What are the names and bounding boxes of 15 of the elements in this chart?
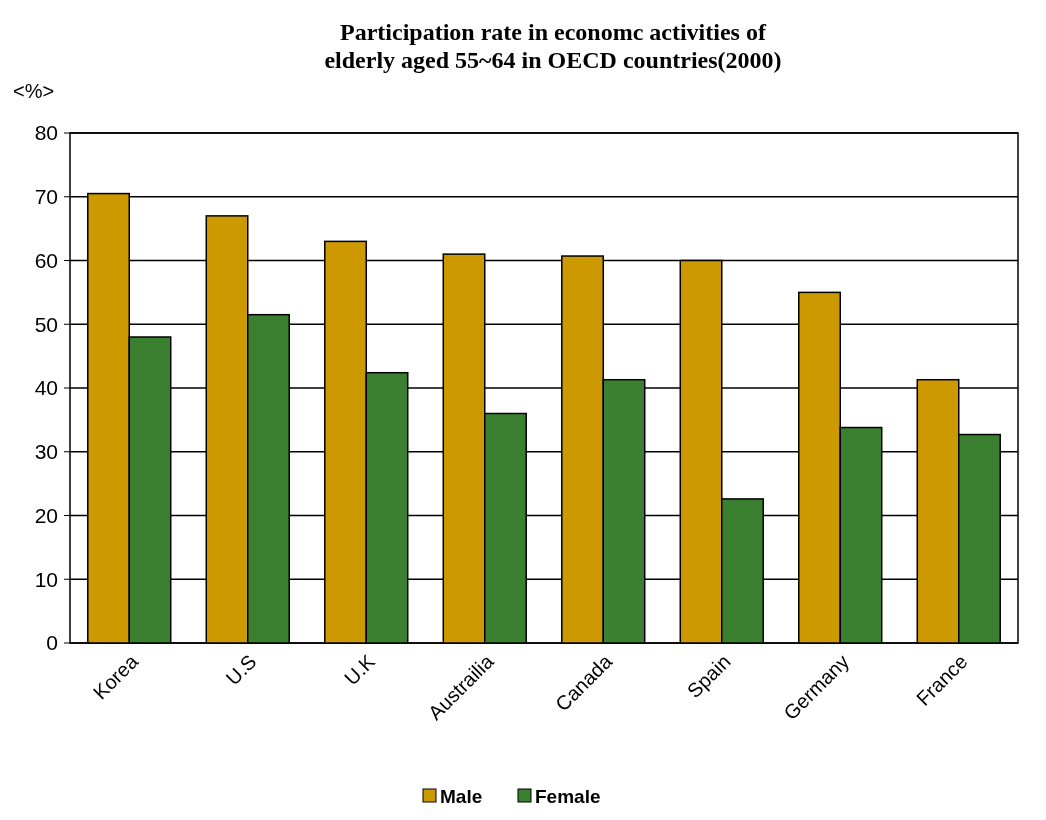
y-tick-label: 60 xyxy=(34,248,58,272)
y-tick-label: 50 xyxy=(34,312,58,336)
legend-label: Female xyxy=(535,786,601,807)
y-axis-title: <%> xyxy=(13,80,55,102)
y-tick-label: 30 xyxy=(34,440,58,464)
x-tick-label: U.S xyxy=(221,650,261,690)
y-tick-label: 0 xyxy=(46,631,58,655)
y-tick-label: 40 xyxy=(34,376,58,400)
legend-label: Male xyxy=(440,786,483,807)
y-tick-label: 20 xyxy=(34,503,58,527)
chart-title: Participation rate in economc activities of elderly aged 55~64 in OECD countries(2000) xyxy=(324,19,782,73)
y-tick-label: 80 xyxy=(34,121,58,145)
y-tick-label: 70 xyxy=(34,185,58,209)
y-tick-label: 10 xyxy=(34,567,58,591)
x-tick-label: U.K xyxy=(339,649,380,690)
